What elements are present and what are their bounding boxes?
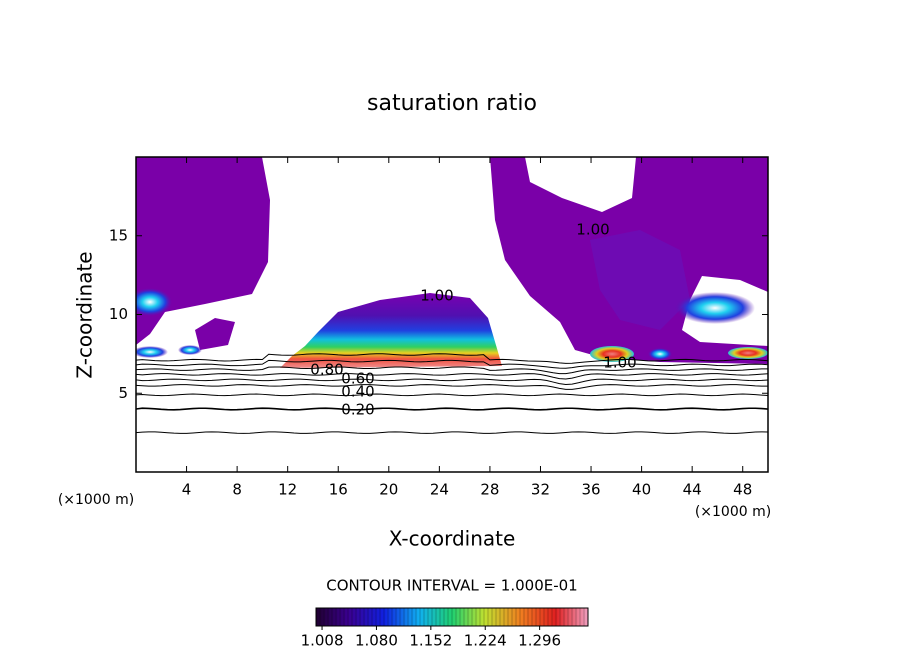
contour-line xyxy=(136,407,768,411)
contour-label: 1.00 xyxy=(603,354,636,372)
contour-line xyxy=(136,431,768,434)
contour-label: 0.20 xyxy=(341,401,374,419)
supersaturated-patch xyxy=(728,347,768,359)
chart-title: saturation ratio xyxy=(367,91,537,116)
contour-line xyxy=(136,353,768,364)
x-tick-label: 8 xyxy=(232,481,242,499)
contour-label: 1.00 xyxy=(576,221,609,239)
x-tick-label: 32 xyxy=(531,481,550,499)
x-tick-label: 16 xyxy=(329,481,348,499)
x-tick-label: 12 xyxy=(278,481,297,499)
colorbar-tick-label: 1.008 xyxy=(301,632,344,650)
x-unit-label: (×1000 m) xyxy=(695,504,771,520)
contour-label: 1.00 xyxy=(420,287,453,305)
contour-line xyxy=(136,393,768,397)
contour-label: 0.40 xyxy=(341,383,374,401)
supersaturated-patch xyxy=(178,345,202,355)
plot-area xyxy=(136,157,768,434)
contour-line xyxy=(136,378,768,385)
x-tick-label: 40 xyxy=(632,481,651,499)
colorbar-tick-label: 1.224 xyxy=(464,632,507,650)
supersaturated-patch xyxy=(590,346,634,362)
x-unit-label: (×1000 m) xyxy=(58,492,134,508)
x-axis-title: X-coordinate xyxy=(389,527,516,551)
y-tick-label: 5 xyxy=(118,384,128,402)
supersaturated-patch xyxy=(675,292,755,324)
x-tick-label: 4 xyxy=(182,481,192,499)
supersaturated-region xyxy=(280,293,502,368)
y-axis-title: Z-coordinate xyxy=(73,251,97,378)
x-tick-label: 20 xyxy=(379,481,398,499)
x-tick-label: 48 xyxy=(733,481,752,499)
contour-line xyxy=(136,359,768,369)
supersaturated-patch xyxy=(136,288,172,316)
x-tick-label: 28 xyxy=(480,481,499,499)
supersaturated-region xyxy=(590,230,690,330)
supersaturated-region xyxy=(195,318,235,350)
x-tick-label: 44 xyxy=(683,481,702,499)
y-tick-label: 15 xyxy=(109,226,128,244)
x-tick-label: 24 xyxy=(430,481,449,499)
supersaturated-patch xyxy=(648,348,672,360)
y-tick-label: 10 xyxy=(109,305,128,323)
contour-label: 0.60 xyxy=(341,370,374,388)
colorbar-tick-label: 1.080 xyxy=(355,632,398,650)
contour-line xyxy=(136,384,768,390)
contour-label: 0.80 xyxy=(310,361,343,379)
supersaturated-region xyxy=(136,157,270,345)
contour-line xyxy=(136,366,768,375)
contour-interval: CONTOUR INTERVAL = 1.000E-01 xyxy=(326,577,577,595)
colorbar-tick-label: 1.296 xyxy=(518,632,561,650)
colorbar-tick-label: 1.152 xyxy=(409,632,452,650)
contour-line xyxy=(136,373,768,380)
supersaturated-patch xyxy=(136,346,168,358)
x-tick-label: 36 xyxy=(581,481,600,499)
